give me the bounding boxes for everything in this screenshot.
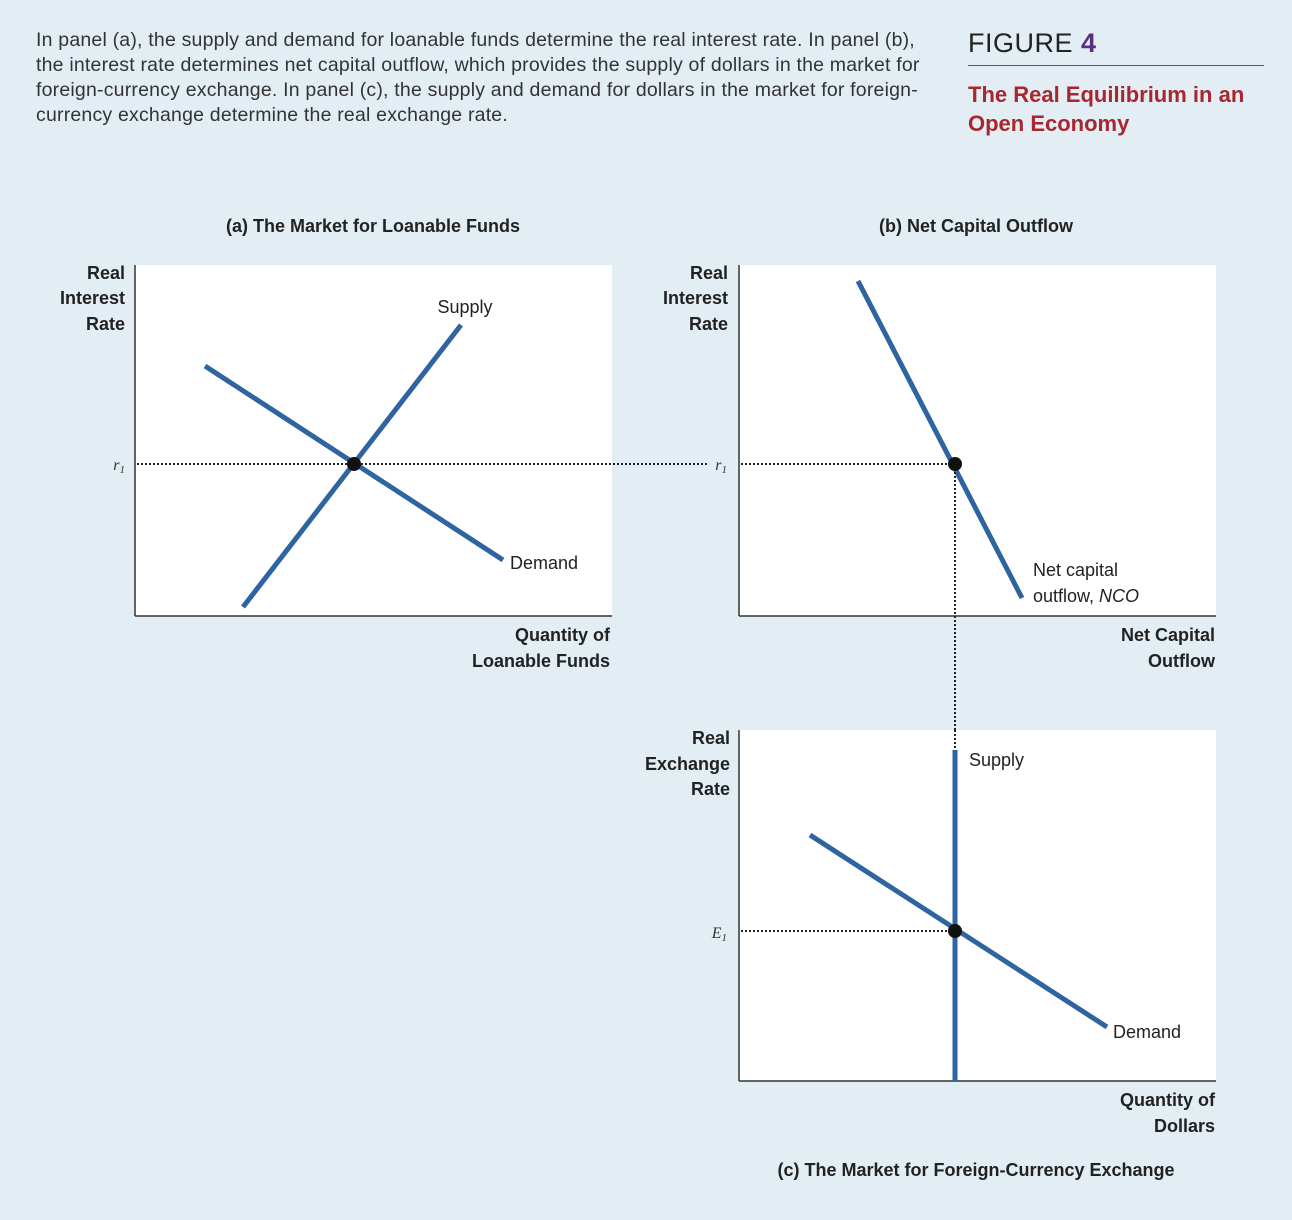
panel-b-ylabel-2: Interest: [663, 288, 728, 308]
figure-caption: In panel (a), the supply and demand for …: [36, 29, 920, 126]
panel-c-supply-label: Supply: [969, 750, 1024, 770]
panel-b-nco-label-1: Net capital: [1033, 560, 1118, 580]
panel-a-demand-label: Demand: [510, 553, 578, 573]
figure-header: FIGURE 4 The Real Equilibrium in an Open…: [968, 28, 1264, 138]
panel-c-xlabel-1: Quantity of: [1120, 1090, 1216, 1110]
panel-a-supply-label: Supply: [437, 297, 492, 317]
panel-b: (b) Net Capital Outflow Real Interest Ra…: [663, 216, 1216, 671]
panel-c-ylabel-2: Exchange: [645, 754, 730, 774]
panel-c-title: (c) The Market for Foreign-Currency Exch…: [777, 1160, 1174, 1180]
panel-c-ylabel-3: Rate: [691, 779, 730, 799]
panel-c-equilibrium-point: [948, 924, 962, 938]
panel-a-title: (a) The Market for Loanable Funds: [226, 216, 520, 236]
panel-b-equilibrium-point: [948, 457, 962, 471]
panel-c-e1-label: E1: [711, 925, 727, 944]
panel-a-ylabel-3: Rate: [86, 314, 125, 334]
panel-c-xlabel-2: Dollars: [1154, 1116, 1215, 1136]
figure-number-value: 4: [1081, 28, 1097, 58]
panel-b-xlabel-1: Net Capital: [1121, 625, 1215, 645]
panel-a: (a) The Market for Loanable Funds Real I…: [60, 216, 612, 671]
panel-c-demand-label: Demand: [1113, 1022, 1181, 1042]
panel-b-ylabel-3: Rate: [689, 314, 728, 334]
panel-c-ylabel-1: Real: [692, 728, 730, 748]
panel-a-xlabel-2: Loanable Funds: [472, 651, 610, 671]
panel-b-nco-curve: [855, 279, 1025, 600]
panel-a-r1-label: r1: [113, 457, 125, 476]
panel-b-r1-label: r1: [715, 457, 727, 476]
panel-b-title: (b) Net Capital Outflow: [879, 216, 1074, 236]
figure-label: FIGURE: [968, 28, 1074, 58]
panel-a-ylabel-1: Real: [87, 263, 125, 283]
panel-b-ylabel-1: Real: [690, 263, 728, 283]
panel-b-plot-area: [739, 265, 1216, 616]
panel-a-xlabel-1: Quantity of: [515, 625, 611, 645]
panel-c: Real Exchange Rate Quantity of Dollars (…: [645, 728, 1216, 1180]
figure-number: FIGURE 4: [968, 28, 1264, 66]
panel-b-nco-label-2: outflow, NCO: [1033, 586, 1139, 606]
panel-b-xlabel-2: Outflow: [1148, 651, 1216, 671]
panel-a-equilibrium-point: [347, 457, 361, 471]
figure-title: The Real Equilibrium in an Open Economy: [968, 82, 1245, 136]
panel-c-plot-area: [739, 730, 1216, 1081]
panel-a-ylabel-2: Interest: [60, 288, 125, 308]
